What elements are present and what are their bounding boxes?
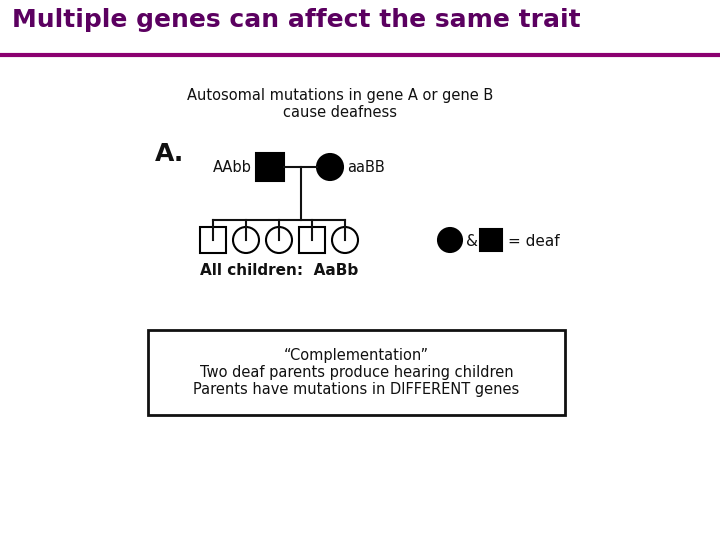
Text: “Complementation”
Two deaf parents produce hearing children
Parents have mutatio: “Complementation” Two deaf parents produ… xyxy=(194,348,520,397)
Text: A.: A. xyxy=(155,142,184,166)
Text: &: & xyxy=(466,233,478,248)
Bar xyxy=(200,227,226,253)
Bar xyxy=(480,229,502,251)
Bar xyxy=(299,227,325,253)
Circle shape xyxy=(266,227,292,253)
Bar xyxy=(256,153,284,181)
Circle shape xyxy=(233,227,259,253)
Bar xyxy=(148,330,565,415)
Text: aaBB: aaBB xyxy=(347,160,384,176)
Text: = deaf: = deaf xyxy=(508,233,559,248)
Circle shape xyxy=(317,154,343,180)
Text: Multiple genes can affect the same trait: Multiple genes can affect the same trait xyxy=(12,8,580,32)
Circle shape xyxy=(332,227,358,253)
Circle shape xyxy=(438,228,462,252)
Text: Autosomal mutations in gene A or gene B
cause deafness: Autosomal mutations in gene A or gene B … xyxy=(187,88,493,120)
Bar xyxy=(0,0,720,52)
Text: AAbb: AAbb xyxy=(213,160,252,176)
Text: All children:  AaBb: All children: AaBb xyxy=(200,263,358,278)
